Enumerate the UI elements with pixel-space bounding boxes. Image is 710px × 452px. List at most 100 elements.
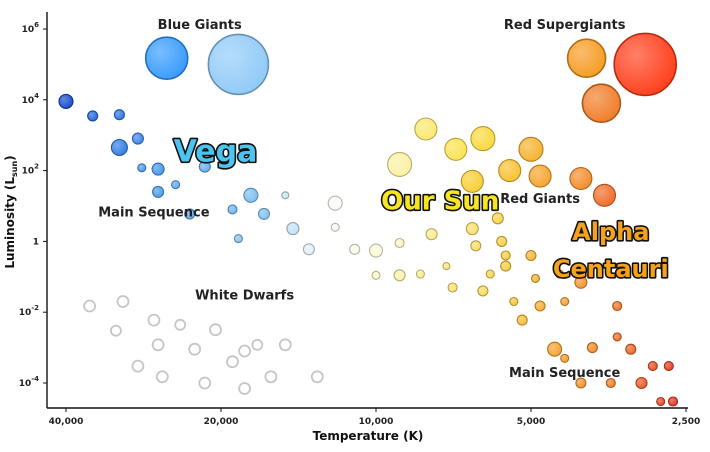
star-main-sequence-9 bbox=[110, 138, 128, 157]
star-main-sequence-51 bbox=[574, 275, 588, 289]
star-red-supergiant-2 bbox=[566, 38, 607, 79]
star-main-sequence-58 bbox=[635, 376, 648, 390]
star-main-sequence-59 bbox=[647, 361, 658, 372]
star-main-sequence-16 bbox=[227, 204, 238, 215]
callout-vega: Vega bbox=[174, 135, 258, 170]
star-main-sequence-21 bbox=[286, 222, 300, 236]
star-main-sequence-10 bbox=[137, 163, 147, 173]
star-white-dwarf-75 bbox=[110, 324, 122, 337]
star-white-dwarf-82 bbox=[238, 344, 252, 358]
star-main-sequence-31 bbox=[425, 228, 438, 241]
star-main-sequence-49 bbox=[560, 296, 570, 307]
star-main-sequence-34 bbox=[465, 222, 479, 236]
star-white-dwarf-86 bbox=[226, 355, 239, 369]
stars-layer bbox=[58, 32, 679, 407]
star-white-dwarf-84 bbox=[155, 370, 169, 384]
y-tick-label-2: 102 bbox=[22, 163, 40, 177]
star-red-giant-66 bbox=[470, 126, 496, 152]
star-main-sequence-47 bbox=[547, 341, 563, 357]
x-tick-label-0: 40,000 bbox=[49, 417, 84, 427]
star-white-dwarf-90 bbox=[251, 338, 264, 351]
star-blue-giant-1 bbox=[207, 33, 270, 96]
star-main-sequence-54 bbox=[605, 377, 616, 389]
star-white-dwarf-80 bbox=[151, 338, 165, 352]
y-axis-title-main: Luminosity (L bbox=[3, 177, 17, 269]
region-label-0: Blue Giants bbox=[158, 18, 242, 33]
star-main-sequence-45 bbox=[530, 273, 541, 283]
star-main-sequence-29 bbox=[393, 269, 406, 282]
star-main-sequence-13 bbox=[171, 180, 181, 190]
star-main-sequence-19 bbox=[233, 234, 243, 244]
callout-centauri: Centauri bbox=[553, 255, 669, 283]
star-white-dwarf-73 bbox=[83, 299, 96, 313]
star-red-giant-65 bbox=[444, 137, 468, 161]
star-white-dwarf-77 bbox=[174, 318, 187, 331]
star-main-sequence-32 bbox=[442, 262, 451, 271]
star-main-sequence-39 bbox=[496, 235, 508, 247]
star-white-dwarf-83 bbox=[278, 338, 292, 352]
star-main-sequence-22 bbox=[302, 243, 315, 256]
star-main-sequence-35 bbox=[470, 240, 482, 252]
star-main-sequence-60 bbox=[656, 396, 666, 407]
region-label-3: Red Giants bbox=[500, 192, 580, 207]
star-white-dwarf-79 bbox=[131, 359, 145, 373]
star-main-sequence-38 bbox=[491, 212, 504, 225]
star-main-sequence-23 bbox=[327, 195, 343, 211]
y-axis-title-sub: sun bbox=[10, 161, 19, 177]
star-white-dwarf-87 bbox=[238, 382, 252, 395]
y-tick-label-3: 1 bbox=[33, 237, 39, 247]
star-main-sequence-33 bbox=[447, 282, 458, 293]
star-main-sequence-8 bbox=[131, 132, 144, 145]
star-main-sequence-15 bbox=[198, 160, 211, 173]
star-main-sequence-37 bbox=[485, 269, 495, 279]
star-red-giant-72 bbox=[592, 183, 617, 207]
star-main-sequence-24 bbox=[330, 222, 340, 232]
star-main-sequence-55 bbox=[612, 300, 623, 312]
star-main-sequence-11 bbox=[151, 162, 165, 176]
star-main-sequence-26 bbox=[368, 243, 384, 258]
star-main-sequence-7 bbox=[113, 109, 125, 121]
star-main-sequence-57 bbox=[625, 343, 637, 355]
star-main-sequence-18 bbox=[257, 207, 271, 220]
star-red-giant-63 bbox=[414, 117, 438, 141]
star-main-sequence-27 bbox=[371, 270, 381, 280]
star-main-sequence-52 bbox=[575, 377, 587, 389]
star-white-dwarf-89 bbox=[310, 370, 324, 384]
star-main-sequence-30 bbox=[415, 269, 425, 279]
star-main-sequence-56 bbox=[612, 332, 622, 342]
star-white-dwarf-74 bbox=[116, 295, 130, 308]
region-label-1: Red Supergiants bbox=[504, 18, 626, 33]
star-red-giant-64 bbox=[387, 151, 413, 177]
star-main-sequence-46 bbox=[534, 300, 546, 312]
star-white-dwarf-85 bbox=[198, 376, 212, 390]
y-tick-label-4: 10-2 bbox=[19, 304, 39, 318]
y-tick-label-1: 104 bbox=[22, 92, 40, 106]
star-red-giant-68 bbox=[498, 159, 522, 183]
star-main-sequence-50 bbox=[560, 353, 570, 363]
star-white-dwarf-88 bbox=[264, 370, 278, 384]
star-main-sequence-62 bbox=[667, 396, 679, 407]
star-main-sequence-14 bbox=[184, 208, 196, 220]
star-main-sequence-40 bbox=[500, 250, 511, 261]
region-labels: Blue Giants Red Supergiants Main Sequence R… bbox=[98, 18, 625, 381]
star-main-sequence-20 bbox=[281, 191, 290, 200]
star-white-dwarf-78 bbox=[209, 323, 222, 337]
star-main-sequence-5 bbox=[58, 93, 74, 109]
star-main-sequence-53 bbox=[586, 342, 598, 354]
star-main-sequence-48 bbox=[555, 269, 565, 279]
callout-our-sun: Our Sun bbox=[381, 186, 499, 216]
x-tick-label-3: 5,000 bbox=[517, 417, 545, 427]
x-tick-label-2: 10,000 bbox=[359, 417, 394, 427]
region-label-5: Main Sequence bbox=[509, 366, 620, 381]
callouts: Vega Our Sun Alpha Centauri bbox=[172, 133, 670, 284]
region-label-2: Main Sequence bbox=[98, 206, 209, 221]
y-tick-label-0: 106 bbox=[22, 21, 40, 35]
star-white-dwarf-81 bbox=[188, 342, 202, 356]
star-main-sequence-61 bbox=[663, 361, 674, 372]
star-blue-giant-0 bbox=[144, 36, 189, 81]
x-tick-label-1: 20,000 bbox=[204, 417, 239, 427]
star-red-giant-70 bbox=[528, 164, 552, 188]
star-main-sequence-41 bbox=[500, 260, 512, 272]
ticks: 40,000 20,000 10,000 5,000 2,500 106 104 102 1 10… bbox=[19, 21, 701, 427]
star-main-sequence-43 bbox=[516, 314, 528, 326]
